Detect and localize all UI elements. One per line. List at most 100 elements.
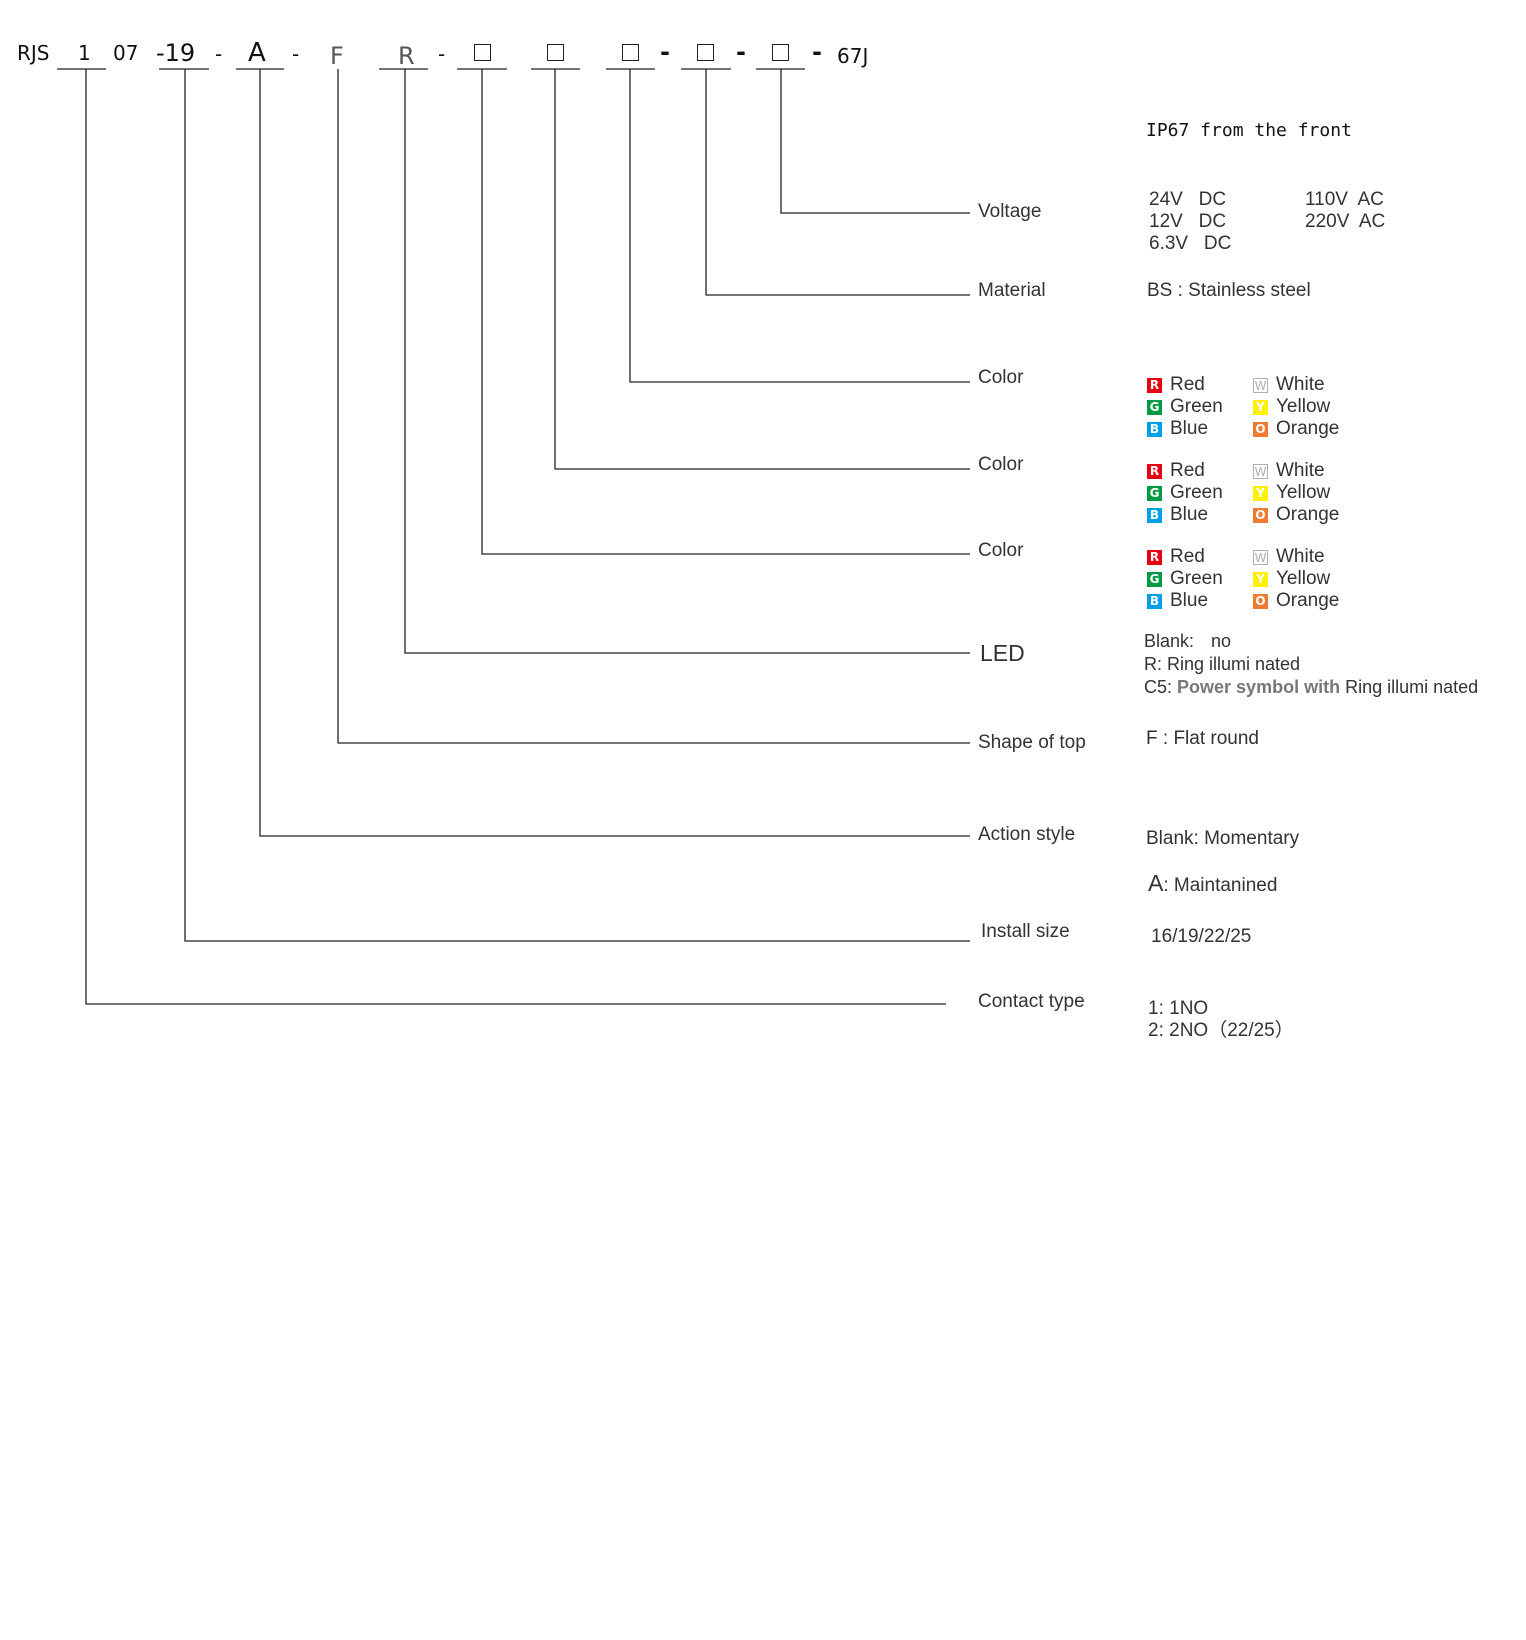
placeholder-box-material (697, 44, 714, 61)
color-badge-red: R (1147, 463, 1162, 479)
led-blank-option: Blank: no (1144, 630, 1478, 653)
color-name-blue: Blue (1170, 504, 1209, 525)
color-name-white: White (1276, 460, 1325, 481)
color-column-left: R Red G Green B Blue (1147, 460, 1297, 526)
action-maintained-option: A: Maintanined (1148, 872, 1277, 897)
voltage-dc-list: 24V DC 12V DC 6.3V DC (1149, 189, 1231, 255)
color-name-blue: Blue (1170, 590, 1209, 611)
code-led: R (398, 42, 415, 70)
color-name-green: Green (1170, 396, 1223, 417)
code-dash-4: - (660, 38, 670, 66)
color-column-right: W White Y Yellow O Orange (1253, 460, 1403, 526)
code-shape: F (330, 42, 344, 70)
ip-rating-note: IP67 from the front (1146, 120, 1352, 141)
placeholder-box-voltage (772, 44, 789, 61)
leader-install (184, 69, 970, 942)
code-prefix: RJS (17, 41, 50, 65)
color-name-orange: Orange (1276, 418, 1340, 439)
placeholder-box-color-3 (474, 44, 491, 61)
code-dash-6: - (812, 38, 822, 66)
led-r-option: R: Ring illumi nated (1144, 654, 1301, 674)
color-name-yellow: Yellow (1276, 568, 1331, 589)
code-contact: 1 (78, 41, 91, 65)
color-badge-red: R (1147, 377, 1162, 393)
color-name-red: Red (1170, 460, 1205, 481)
color-option-red: R Red (1147, 460, 1297, 482)
color-name-red: Red (1170, 374, 1205, 395)
color-option-red: R Red (1147, 546, 1297, 568)
color-option-yellow: Y Yellow (1253, 568, 1403, 590)
label-color-3: Color (978, 540, 1024, 561)
color-badge-orange: O (1253, 593, 1268, 609)
color-name-green: Green (1170, 482, 1223, 503)
leader-action (259, 69, 970, 837)
color-option-orange: O Orange (1253, 590, 1403, 612)
led-blank-value: no (1211, 631, 1232, 651)
label-led: LED (980, 640, 1025, 666)
color-option-white: W White (1253, 546, 1403, 568)
color-name-blue: Blue (1170, 418, 1209, 439)
color-option-orange: O Orange (1253, 418, 1403, 440)
label-install: Install size (981, 921, 1070, 942)
voltage-ac-220: 220V AC (1305, 211, 1386, 232)
code-action: A (248, 38, 266, 68)
label-contact: Contact type (978, 991, 1085, 1012)
led-c5-label: C5: (1144, 677, 1173, 697)
color-column-left: R Red G Green B Blue (1147, 546, 1297, 612)
color-option-white: W White (1253, 460, 1403, 482)
color-badge-orange: O (1253, 421, 1268, 437)
color-badge-yellow: Y (1253, 571, 1268, 587)
code-suffix: 67J (837, 44, 869, 68)
material-option: BS : Stainless steel (1147, 280, 1311, 301)
color-name-orange: Orange (1276, 590, 1340, 611)
led-options: Blank: no R: Ring illumi nated C5: Power… (1144, 630, 1478, 699)
color-option-green: G Green (1147, 568, 1297, 590)
color-badge-red: R (1147, 549, 1162, 565)
color-option-blue: B Blue (1147, 590, 1297, 612)
label-voltage: Voltage (978, 201, 1042, 222)
color-name-white: White (1276, 546, 1325, 567)
led-c5-option: C5: Power symbol with Ring illumi nated (1144, 676, 1478, 699)
leader-led (404, 69, 970, 654)
color-badge-green: G (1147, 485, 1162, 501)
color-option-green: G Green (1147, 482, 1297, 504)
leader-color-3 (481, 69, 970, 555)
color-column-left: R Red G Green B Blue (1147, 374, 1297, 440)
code-dash-5: - (736, 38, 746, 66)
leader-contact (85, 69, 946, 1005)
color-badge-blue: B (1147, 421, 1162, 437)
placeholder-box-color-1 (622, 44, 639, 61)
color-name-red: Red (1170, 546, 1205, 567)
led-blank-label: Blank: (1144, 631, 1195, 651)
leader-voltage (780, 69, 970, 214)
label-material: Material (978, 280, 1046, 301)
label-action: Action style (978, 824, 1076, 845)
placeholder-box-color-2 (547, 44, 564, 61)
color-option-blue: B Blue (1147, 504, 1297, 526)
color-option-orange: O Orange (1253, 504, 1403, 526)
color-badge-white: W (1253, 377, 1268, 393)
contact-2no: 2: 2NO（22/25） (1148, 1020, 1294, 1041)
color-column-right: W White Y Yellow O Orange (1253, 374, 1403, 440)
voltage-ac-list: 110V AC 220V AC (1305, 189, 1385, 233)
led-c5-rest: Ring illumi nated (1345, 677, 1479, 697)
action-maintained-text: : Maintanined (1163, 875, 1278, 896)
voltage-ac-110: 110V AC (1305, 189, 1384, 210)
voltage-dc-6-3: 6.3V DC (1149, 233, 1232, 254)
leader-material (705, 69, 970, 296)
led-c5-bold: Power symbol with (1177, 677, 1341, 697)
color-badge-blue: B (1147, 507, 1162, 523)
leader-color-2 (554, 69, 970, 470)
label-color-2: Color (978, 454, 1024, 475)
color-name-orange: Orange (1276, 504, 1340, 525)
color-option-blue: B Blue (1147, 418, 1297, 440)
color-option-red: R Red (1147, 374, 1297, 396)
install-size-options: 16/19/22/25 (1151, 926, 1252, 947)
contact-1no: 1: 1NO (1148, 998, 1209, 1019)
code-dash-3: - (438, 42, 446, 66)
color-badge-blue: B (1147, 593, 1162, 609)
color-badge-green: G (1147, 571, 1162, 587)
action-maintained-code: A (1148, 870, 1164, 896)
label-color-1: Color (978, 367, 1024, 388)
